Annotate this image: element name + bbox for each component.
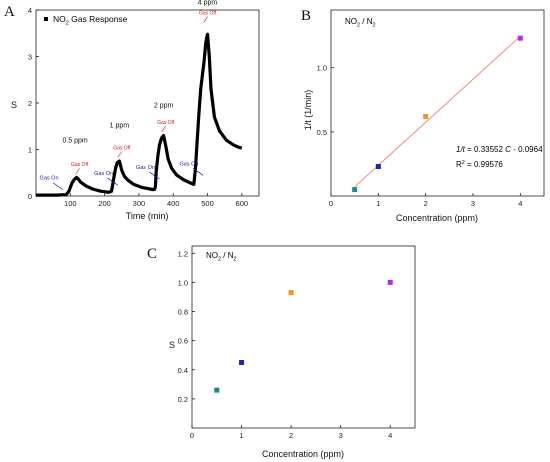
panel-a-chart: 100 200 300 400 500 600 0 1 2 3 4 0.5 ppm 1 ppm 2 pp… — [11, 0, 260, 221]
gas-on-label: Gas On — [180, 161, 199, 167]
panel-a-xlabel: Time (min) — [126, 211, 169, 221]
data-point — [387, 279, 393, 285]
x-tick-label: 2 — [424, 199, 428, 208]
x-tick-label: 300 — [133, 199, 146, 208]
y-tick-label: 1.2 — [178, 249, 188, 258]
gas-on-arrow — [149, 171, 160, 180]
concentration-label: 0.5 ppm — [62, 138, 87, 145]
response-line — [36, 32, 243, 197]
gas-off-arrow — [75, 168, 80, 175]
fit-line — [354, 35, 521, 188]
gas-off-arrow — [161, 125, 166, 133]
y-tick-label: 4 — [28, 6, 32, 15]
y-tick-label: 0.8 — [178, 308, 188, 317]
concentration-label: 4 ppm — [198, 0, 218, 6]
gas-off-label: Gas Off — [157, 120, 175, 126]
y-tick-label: 0.5 — [317, 128, 327, 137]
concentration-label: 1 ppm — [110, 123, 130, 130]
x-tick-label: 1 — [239, 431, 243, 440]
gas-off-arrow — [203, 16, 208, 23]
panel-c-xlabel: Concentration (ppm) — [262, 449, 344, 459]
x-tick-label: 2 — [289, 431, 293, 440]
x-tick-label: 3 — [339, 431, 343, 440]
x-tick-label: 400 — [167, 199, 180, 208]
y-tick-label: 0 — [28, 192, 32, 201]
data-point — [423, 113, 429, 119]
panel-c-ticks: 0 1 2 3 4 0.2 0.4 0.6 0.8 1.0 1.2 — [178, 249, 393, 440]
panel-b-fit-line — [354, 35, 521, 188]
x-tick-label: 1 — [376, 199, 380, 208]
gas-on-arrow — [52, 182, 64, 191]
x-tick-label: 0 — [329, 199, 333, 208]
panel-label-c: C — [147, 246, 157, 262]
x-tick-label: 100 — [64, 199, 77, 208]
gas-off-label: Gas Off — [199, 11, 217, 17]
data-point — [352, 187, 358, 193]
panel-b-r-squared: R2 = 0.99576 — [456, 160, 503, 169]
y-tick-label: 0.2 — [178, 395, 188, 404]
x-tick-label: 0 — [190, 431, 194, 440]
panel-c-ylabel: S — [169, 340, 175, 350]
panel-b-xlabel: Concentration (ppm) — [396, 213, 478, 223]
panel-b-frame — [330, 9, 545, 197]
panel-c-points — [214, 279, 393, 393]
panel-label-b: B — [301, 8, 311, 24]
y-tick-label: 1.0 — [178, 278, 188, 287]
panel-b-ylabel: 1/t (1/min) — [303, 90, 313, 131]
x-tick-label: 4 — [388, 431, 392, 440]
y-tick-label: 1.0 — [317, 64, 327, 73]
panel-b-fit-equation: 1/t = 0.33552 C - 0.0964 — [456, 145, 543, 154]
gas-on-arrow — [192, 168, 204, 176]
panel-c-frame — [191, 245, 416, 429]
panel-b-points — [352, 35, 523, 193]
panel-a-annotations: 0.5 ppm 1 ppm 2 ppm 4 ppm Gas Off Gas Off Gas … — [40, 0, 218, 191]
data-point — [288, 290, 294, 296]
gas-off-label: Gas Off — [71, 162, 89, 168]
y-tick-label: 1 — [28, 146, 32, 155]
data-point — [239, 359, 245, 365]
x-tick-label: 600 — [236, 199, 249, 208]
y-tick-label: 3 — [28, 53, 32, 62]
x-tick-label: 500 — [201, 199, 214, 208]
y-tick-label: 0.4 — [178, 366, 188, 375]
panel-a-series — [36, 32, 243, 197]
concentration-label: 2 ppm — [154, 103, 174, 110]
panel-a-ticks: 100 200 300 400 500 600 0 1 2 3 4 — [28, 6, 248, 208]
panel-c-chart: 0 1 2 3 4 0.2 0.4 0.6 0.8 1.0 1.2 NO2 / N2 Concent… — [169, 245, 416, 459]
panel-label-a: A — [4, 4, 15, 20]
gas-off-label: Gas Off — [113, 146, 131, 152]
legend-label: NO2 Gas Response — [53, 14, 128, 27]
y-tick-label: 0.6 — [178, 337, 188, 346]
data-point — [214, 387, 220, 393]
gas-on-label: Gas On — [136, 165, 155, 171]
panel-b-series-label: NO2 / N2 — [345, 17, 376, 29]
gas-on-label: Gas On — [40, 176, 59, 182]
gas-on-arrow — [107, 177, 118, 186]
x-tick-label: 3 — [471, 199, 475, 208]
panel-c-series-label: NO2 / N2 — [206, 251, 237, 263]
y-tick-label: 2 — [28, 99, 32, 108]
data-point — [517, 35, 523, 41]
data-point — [375, 163, 381, 169]
x-tick-label: 4 — [518, 199, 522, 208]
legend-marker — [44, 17, 48, 21]
gas-off-arrow — [117, 151, 123, 158]
panel-b-ticks: 0 1 2 3 4 0.5 1.0 — [317, 64, 523, 208]
panel-a-legend: NO2 Gas Response — [44, 14, 128, 27]
panel-b-chart: 0 1 2 3 4 0.5 1.0 NO2 / N2 1/t = 0.33552 C - 0… — [303, 9, 545, 223]
gas-on-label: Gas On — [94, 171, 113, 177]
x-tick-label: 200 — [98, 199, 111, 208]
panel-a-ylabel: S — [11, 100, 17, 110]
